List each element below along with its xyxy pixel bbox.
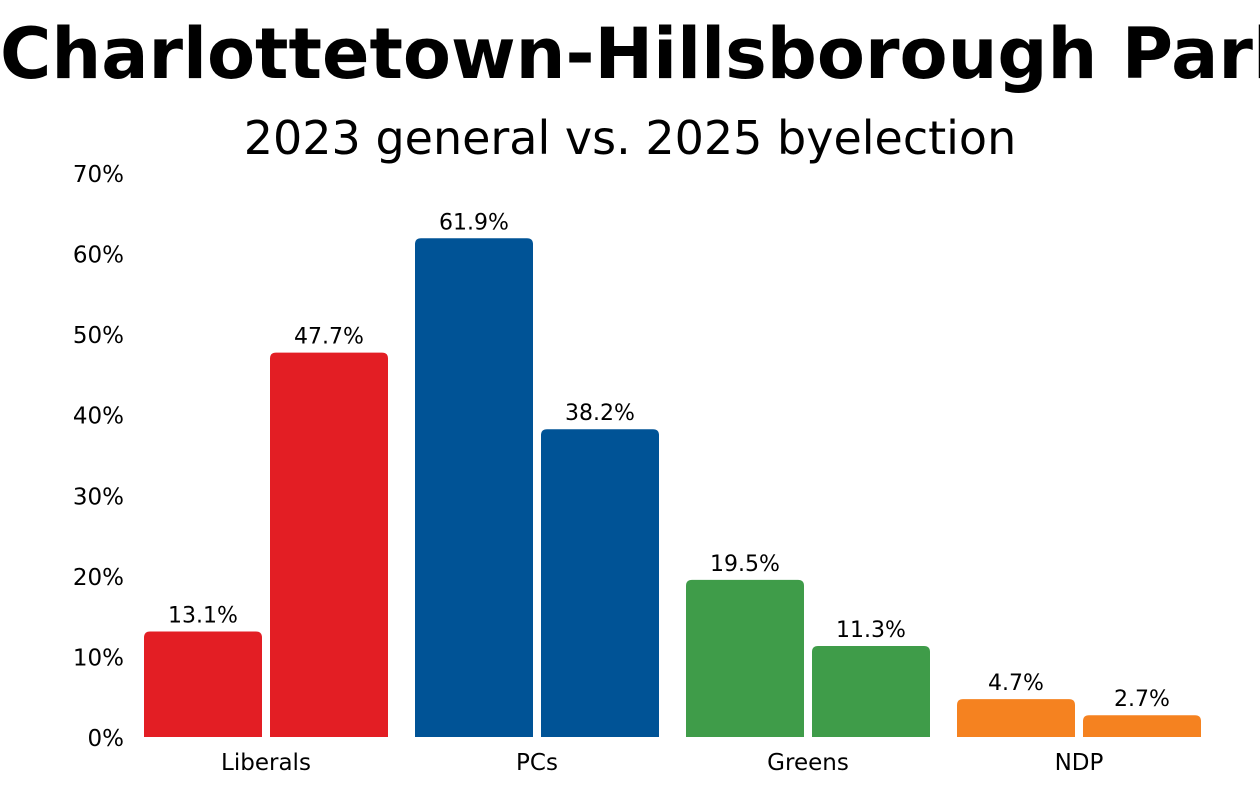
bar-labels: 13.1% 47.7% 61.9% 38.2% 19.5% 11.3% 4.7% 2.7% [168,210,1170,712]
y-axis: 0% 10% 20% 30% 40% 50% 60% 70% [73,162,124,752]
x-category-label: Greens [767,750,849,776]
bar-liberals-2025 [270,352,388,737]
y-tick-label: 70% [73,162,124,188]
y-tick-label: 40% [73,404,124,430]
bar-value-label: 47.7% [294,325,364,350]
y-tick-label: 0% [88,726,125,752]
y-tick-label: 10% [73,645,124,671]
bar-value-label: 38.2% [565,401,635,426]
bar-value-label: 11.3% [836,618,906,643]
x-category-label: PCs [516,750,558,776]
chart-title: Charlottetown-Hillsborough Park [0,13,1260,95]
bar-value-label: 4.7% [988,671,1044,696]
bar-greens-2025 [812,645,930,737]
x-category-label: NDP [1055,750,1104,776]
x-axis: Liberals PCs Greens NDP [221,750,1103,776]
y-tick-label: 50% [73,323,124,349]
bar-liberals-2023 [144,631,262,737]
y-tick-label: 20% [73,565,124,591]
bars [144,238,1201,737]
bar-pcs-2025 [541,429,659,737]
chart-subtitle: 2023 general vs. 2025 byelection [243,111,1017,165]
x-category-label: Liberals [221,750,311,776]
bar-ndp-2025 [1083,715,1201,737]
bar-pcs-2023 [415,238,533,737]
bar-greens-2023 [686,579,804,737]
bar-value-label: 19.5% [710,552,780,577]
bar-ndp-2023 [957,699,1075,737]
y-tick-label: 30% [73,484,124,510]
bar-value-label: 13.1% [168,603,238,628]
bar-value-label: 61.9% [439,210,509,235]
bar-value-label: 2.7% [1114,687,1170,712]
y-tick-label: 60% [73,243,124,269]
